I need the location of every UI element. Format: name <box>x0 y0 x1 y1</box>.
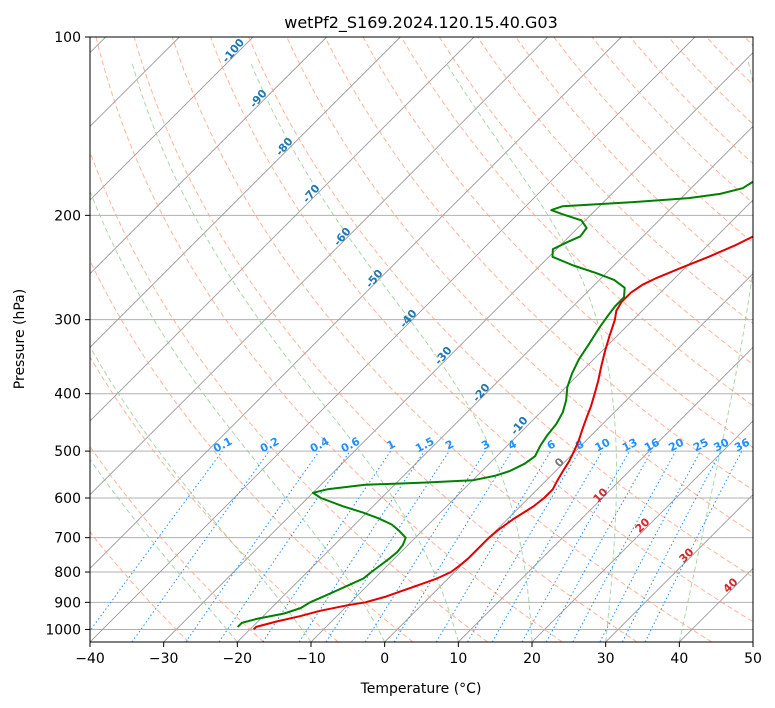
mixing-ratio-label: 10 <box>593 436 613 455</box>
dry-adiabat-line <box>477 37 753 325</box>
x-tick-label: 0 <box>380 651 389 667</box>
mixing-ratio-line <box>521 450 630 642</box>
temperature-profile-line <box>252 235 753 631</box>
isotherm-line <box>90 37 548 496</box>
x-tick-label: −30 <box>149 651 179 667</box>
mixing-ratio-label: 36 <box>732 436 752 455</box>
y-tick-label: 600 <box>54 491 81 507</box>
isotherm-line <box>163 52 753 642</box>
x-axis-label: Temperature (°C) <box>360 681 482 697</box>
mixing-ratio-line <box>572 450 677 642</box>
dry-adiabat-line <box>210 37 753 623</box>
isotherm-line <box>90 37 401 348</box>
plot-frame <box>89 36 754 643</box>
x-tick-label: −10 <box>296 651 326 667</box>
moist-adiabat-line <box>444 61 617 642</box>
mixing-ratio-line <box>393 450 513 642</box>
dry-adiabat-line <box>324 37 753 491</box>
x-tick-label: 50 <box>744 651 762 667</box>
mixing-ratio-label: 16 <box>642 436 662 455</box>
moist-adiabat-line <box>90 345 312 642</box>
y-tick-label: 100 <box>54 30 81 46</box>
mixing-ratio-label: 13 <box>620 436 640 455</box>
y-tick-label: 300 <box>54 313 81 329</box>
mixing-ratio-line <box>364 450 486 642</box>
dry-adiabat-line <box>90 150 488 642</box>
axis-ticks: −40 −30 −20 −10 0 10 20 30 40 50 100 200 300 400 500 60… <box>45 30 762 667</box>
mixing-ratio-line <box>131 450 270 642</box>
x-tick-label: 10 <box>449 651 467 667</box>
dry-adiabat-line <box>171 37 712 642</box>
moist-adiabat-line <box>249 61 533 642</box>
mixing-ratio-line <box>467 450 580 642</box>
isotherm-line <box>237 125 753 642</box>
dry-adiabat-line <box>248 37 753 578</box>
y-tick-label: 800 <box>54 565 81 581</box>
isotherm-line <box>90 37 327 275</box>
x-tick-label: 30 <box>597 651 615 667</box>
isotherm-line <box>605 494 753 642</box>
dewpoint-profile-line <box>236 180 753 628</box>
isotherm-line <box>90 37 696 642</box>
mixing-ratio-line <box>218 450 351 642</box>
y-tick-label: 400 <box>54 387 81 403</box>
mixing-ratio-line <box>435 450 552 642</box>
dry-adiabat-line <box>133 37 638 642</box>
dry-adiabat-line <box>90 259 414 642</box>
dry-adiabat-line <box>553 37 753 244</box>
isotherm-line <box>458 346 753 642</box>
dry-adiabat-line <box>591 37 753 204</box>
dry-adiabat-line <box>286 37 753 534</box>
isotherm-line <box>531 420 753 642</box>
y-tick-label: 200 <box>54 208 81 224</box>
mixing-ratio-label: 20 <box>666 436 686 455</box>
dry-adiabat-line <box>438 37 753 365</box>
isotherm-line <box>90 37 622 569</box>
isotherm-line <box>90 37 475 422</box>
x-tick-label: 40 <box>670 651 688 667</box>
mixing-ratio-line <box>185 450 320 642</box>
plot-background <box>90 37 753 642</box>
y-tick-label: 900 <box>54 595 81 611</box>
dry-adiabat-line <box>362 37 753 449</box>
mixing-ratio-label: 30 <box>712 436 732 455</box>
isotherm-line <box>90 37 254 201</box>
chart-title: wetPf2_S169.2024.120.15.40.G03 <box>284 13 558 33</box>
dry-adiabat-line <box>400 37 753 407</box>
isotherm-line <box>752 641 753 642</box>
mixing-ratio-line <box>545 450 653 642</box>
mixing-ratio-label: 25 <box>691 436 711 455</box>
y-tick-label: 500 <box>54 444 81 460</box>
moist-adiabat-line <box>131 61 459 642</box>
y-tick-label: 1000 <box>45 622 81 638</box>
dry-adiabat-line <box>95 37 563 642</box>
y-axis-label: Pressure (hPa) <box>12 289 28 389</box>
moist-adiabat-line <box>678 61 753 642</box>
x-tick-label: −20 <box>223 651 253 667</box>
x-tick-label: −40 <box>75 651 105 667</box>
dry-adiabat-line <box>90 531 190 642</box>
mixing-ratio-line <box>90 450 223 632</box>
y-tick-label: 700 <box>54 531 81 547</box>
mixing-ratio-line <box>491 450 603 642</box>
x-tick-label: 20 <box>523 651 541 667</box>
moist-adiabat-line <box>90 189 386 642</box>
